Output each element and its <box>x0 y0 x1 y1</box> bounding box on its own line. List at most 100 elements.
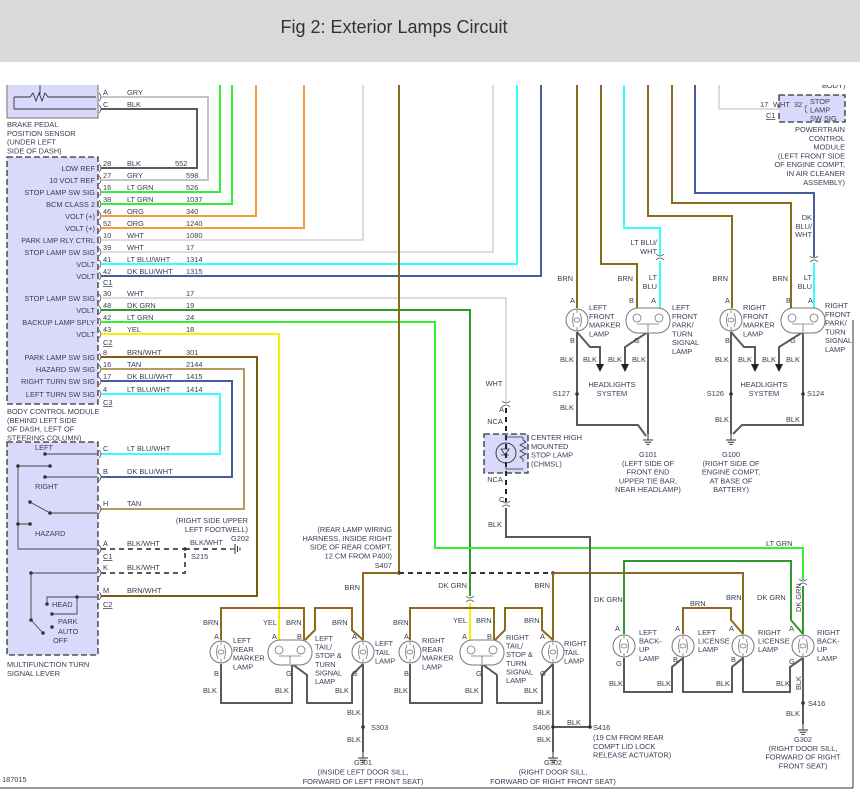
inline-connector <box>655 253 665 261</box>
label-rear-g301-0: G301 <box>354 758 372 767</box>
label-rear-left_tail_stop-0: LEFT <box>315 634 334 643</box>
label-rear-left_rear_marker-1: REAR <box>233 645 254 654</box>
filament-icon <box>549 649 557 655</box>
label-front-left_marker-name-3: LAMP <box>589 329 609 338</box>
label-pcm-box-2: SW SIG <box>810 114 837 123</box>
label-rear-s416: S416 <box>808 699 825 708</box>
label-bcm-pins-13-name: VOLT <box>76 330 95 339</box>
label-lever-pins-1-wire: DK BLU/WHT <box>127 467 173 476</box>
label-front-wire_labels-blk: BLK <box>762 355 776 364</box>
label-rear-wire_labels-dk_grn: DK GRN <box>438 581 467 590</box>
label-bcm-pins-14-circuit: 301 <box>186 348 198 357</box>
label-rear-g302-0: G302 <box>544 758 562 767</box>
label-bcm-pins-17-circuit: 1414 <box>186 385 202 394</box>
1 <box>732 394 804 435</box>
filament-icon <box>548 641 558 663</box>
label-rear-left_rear_marker-3: LAMP <box>233 662 253 671</box>
pin-connector <box>98 544 102 554</box>
label-rear-s416_note-0: (19 CM FROM REAR <box>593 733 664 742</box>
ground-icon <box>231 544 241 554</box>
label-front-left_park-name-0: LEFT <box>672 303 691 312</box>
wire <box>718 85 805 110</box>
label-bcm-pins-1-name: 10 VOLT REF <box>49 176 95 185</box>
wire <box>409 607 495 640</box>
switch-contact-dot <box>48 511 52 515</box>
wire <box>220 664 293 704</box>
pin-connector <box>98 376 102 386</box>
label-bcm-connectors-0: C1 <box>103 278 112 287</box>
label-rear-wire_labels-dk_grn: DK GRN <box>794 583 803 612</box>
label-bcm-label-2: OF DASH, LEFT OF <box>7 425 75 434</box>
label-chmsl-wire_in: WHT <box>486 379 503 388</box>
splice-dot <box>801 701 805 705</box>
splice-dot <box>801 392 805 396</box>
label-rear-s416_note-1: COMPT LID LOCK <box>593 742 655 751</box>
label-bcm-pins-6-name: PARK LMP RLY CTRL <box>21 236 95 245</box>
label-rear-wire_labels-dk_grn: DK GRN <box>594 595 623 604</box>
label-rear-wire_labels-blk: BLK <box>524 686 538 695</box>
label-pcm-pin: 32 <box>794 100 802 109</box>
label-rear-pin_letters-a: A <box>404 632 409 641</box>
wire <box>409 664 483 704</box>
label-pcm-circuit: 17 <box>760 100 768 109</box>
label-front-wire_labels-lt_blu-0: LT <box>804 273 813 282</box>
right-tail-stop-turn-lamp <box>459 639 505 666</box>
switch-contact-dot <box>75 595 79 599</box>
label-pcm-body_fragment: BODY) <box>822 81 845 90</box>
pin-connector <box>98 163 102 173</box>
label-bcm-label-3: STEERING COLUMN) <box>7 433 81 442</box>
label-front-left_park-name-4: SIGNAL <box>672 338 699 347</box>
filament-icon <box>572 309 582 331</box>
wire <box>101 85 233 205</box>
label-rear-wire_labels-brn: BRN <box>690 599 706 608</box>
wire <box>623 655 804 693</box>
label-bcm-pins-6-pin: 10 <box>103 231 111 240</box>
label-rear-wire_labels-blk: BLK <box>335 686 349 695</box>
label-front-wire_labels-lt_blu-1: BLU <box>798 282 812 291</box>
filament-icon <box>405 641 415 663</box>
label-front-g101-2: FRONT END <box>627 468 670 477</box>
label-bcm-pins-8-wire: LT BLU/WHT <box>127 255 171 264</box>
label-bcm-pins-8-circuit: 1314 <box>186 255 202 264</box>
label-s215-ground: G202 <box>231 534 249 543</box>
label-front-left_marker-pins-1: B <box>570 336 575 345</box>
label-rear-s416: S416 <box>593 723 610 732</box>
label-front-left_park-name-5: LAMP <box>672 347 692 356</box>
label-front-left_park-name-2: PARK/ <box>672 321 695 330</box>
arrow-icon <box>621 364 629 372</box>
label-s215-note-0: (RIGHT SIDE UPPER <box>176 516 248 525</box>
label-bcm-pins-2-circuit: 526 <box>186 183 198 192</box>
label-brake_sensor-label-3: SIDE OF DASH) <box>7 146 62 155</box>
label-front-left_marker-name-0: LEFT <box>589 303 608 312</box>
wire <box>101 85 305 229</box>
bcm-box <box>6 156 99 405</box>
label-rear-right_tail_stop-1: TAIL/ <box>506 642 524 651</box>
label-rear-right_backup-3: LAMP <box>817 654 837 663</box>
label-chmsl-nca: NCA <box>487 475 503 484</box>
wire <box>682 607 744 635</box>
wire <box>101 85 542 277</box>
filament-icon <box>279 655 301 664</box>
filament-icon <box>217 649 225 655</box>
label-rear-g302_right-1: (RIGHT DOOR SILL, <box>769 744 838 753</box>
pin-connector <box>98 449 102 459</box>
label-bcm-pins-10-name: STOP LAMP SW SIG <box>24 294 95 303</box>
label-bcm-pins-4-pin: 46 <box>103 207 111 216</box>
filament-icon <box>632 313 642 323</box>
label-rear-left_rear_marker-0: LEFT <box>233 636 252 645</box>
label-bcm-pins-16-name: RIGHT TURN SW SIG <box>21 377 95 386</box>
filament-icon <box>792 323 814 332</box>
label-bcm-pins-5-pin: 52 <box>103 219 111 228</box>
label-bcm-pins-12-name: BACKUP LAMP SPLY <box>22 318 95 327</box>
wire <box>600 85 638 308</box>
label-lever-positions-1: RIGHT <box>35 482 58 491</box>
wire <box>494 607 554 641</box>
arrow-icon <box>775 364 783 372</box>
label-rear-wire_labels-brn: BRN <box>393 618 409 627</box>
label-lever-connectors-1: C2 <box>103 600 112 609</box>
label-bcm-pins-10-pin: 30 <box>103 289 111 298</box>
splice-dot <box>361 725 365 729</box>
label-brake_sensor-pins-0-pin: A <box>103 88 108 97</box>
